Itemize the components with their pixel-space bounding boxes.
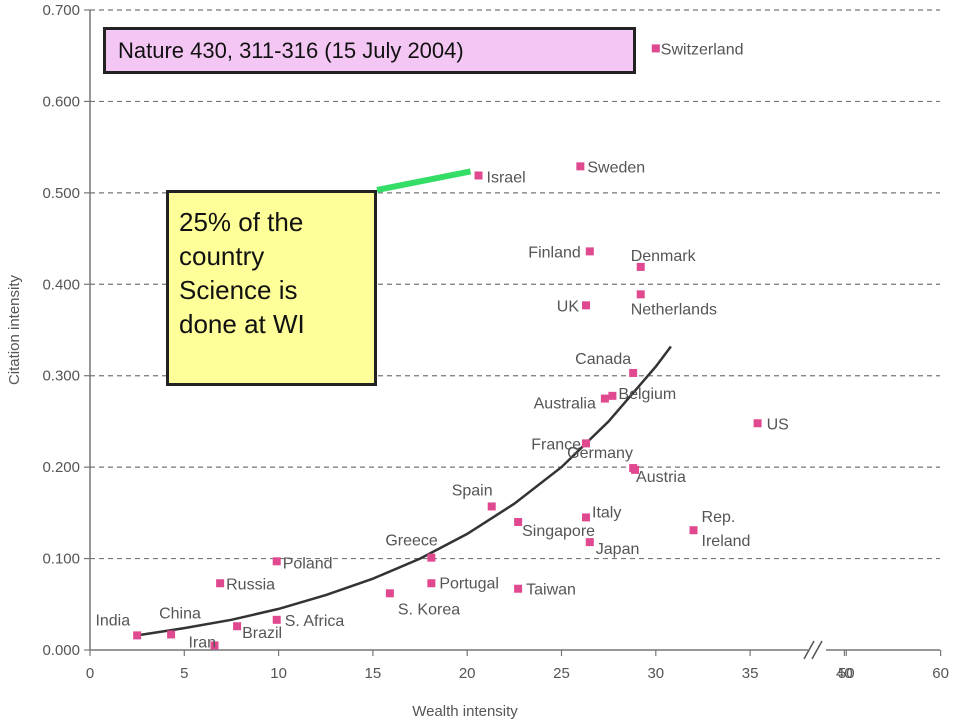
point-rep-ireland [689, 526, 698, 535]
citation-text: Nature 430, 311-316 (15 July 2004) [118, 38, 464, 63]
x-tick-label-10: 60 [932, 665, 949, 682]
point-italy [582, 513, 591, 522]
x-tick-label-8: 40 [836, 665, 853, 682]
label-canada: Canada [575, 351, 631, 368]
label-russia: Russia [226, 576, 275, 593]
point-russia [216, 579, 225, 588]
x-tick-label-1: 5 [180, 665, 188, 682]
label-finland: Finland [528, 244, 580, 261]
label-switzerland: Switzerland [661, 41, 744, 58]
y-tick-label-4: 0.400 [42, 276, 80, 293]
label-spain: Spain [452, 482, 493, 499]
x-tick-label-2: 10 [270, 665, 287, 682]
label-s-africa: S. Africa [285, 613, 345, 630]
point-belgium [608, 391, 617, 400]
label-brazil: Brazil [242, 625, 282, 642]
point-denmark [636, 262, 645, 271]
label-india: India [95, 612, 130, 629]
label-netherlands: Netherlands [631, 301, 717, 318]
trend-curve [137, 345, 672, 637]
point-us [753, 419, 762, 428]
label-greece: Greece [385, 533, 438, 550]
x-tick-label-6: 30 [647, 665, 664, 682]
point-s-africa [272, 615, 281, 624]
point-france [582, 439, 591, 448]
point-israel [474, 171, 483, 180]
point-portugal [427, 579, 436, 588]
label-rep-ireland-line-1: Rep. [702, 509, 736, 526]
y-axis-title: Citation intensity [6, 274, 23, 385]
point-greece [427, 553, 436, 562]
y-tick-label-7: 0.700 [42, 2, 80, 19]
point-finland [585, 247, 594, 256]
label-rep-ireland-line-2: Ireland [702, 533, 751, 550]
x-axis-title: Wealth intensity [412, 703, 518, 720]
point-india [133, 631, 142, 640]
point-s-korea [385, 589, 394, 598]
y-tick-label-5: 0.500 [42, 185, 80, 202]
label-poland: Poland [283, 555, 333, 572]
trend-curve-layer [137, 345, 672, 637]
label-s-korea: S. Korea [398, 601, 460, 618]
x-tick-label-9: 50 [838, 665, 855, 682]
label-uk: UK [557, 298, 580, 315]
y-tick-label-1: 0.100 [42, 551, 80, 568]
axis-break-mark-1 [803, 640, 815, 660]
label-france: France [531, 436, 581, 453]
x-tick-label-4: 20 [459, 665, 476, 682]
label-sweden: Sweden [587, 159, 645, 176]
label-denmark: Denmark [631, 248, 697, 265]
point-netherlands [636, 290, 645, 299]
x-tick-label-7: 35 [742, 665, 759, 682]
y-tick-label-6: 0.600 [42, 93, 80, 110]
label-japan: Japan [596, 541, 640, 558]
point-australia [600, 394, 609, 403]
y-tick-label-2: 0.200 [42, 459, 80, 476]
point-brazil [233, 622, 242, 631]
point-japan [585, 538, 594, 547]
point-sweden [576, 162, 585, 171]
note-line-1: 25% of the [179, 207, 304, 237]
data-points [133, 44, 762, 650]
point-taiwan [514, 584, 523, 593]
label-us: US [767, 416, 789, 433]
annotation-layer [376, 168, 472, 193]
gridlines [90, 9, 940, 560]
x-tick-label-0: 0 [86, 665, 94, 682]
point-china [167, 630, 176, 639]
label-china: China [159, 605, 201, 622]
label-australia: Australia [534, 396, 596, 413]
x-tick-label-5: 25 [553, 665, 570, 682]
label-taiwan: Taiwan [526, 582, 576, 599]
point-singapore [514, 518, 523, 526]
label-portugal: Portugal [439, 575, 499, 592]
point-iran [210, 641, 219, 650]
note-line-4: done at WI [179, 309, 305, 339]
point-canada [629, 368, 638, 377]
point-labels: India China Iran Russia Brazil Poland S. Afric… [95, 41, 789, 651]
note-box: 25% of the country Science is done at WI [166, 190, 377, 386]
pointer-line [376, 168, 472, 193]
y-tick-label-3: 0.300 [42, 368, 80, 385]
label-singapore: Singapore [522, 523, 595, 540]
label-iran: Iran [188, 634, 216, 651]
citation-box: Nature 430, 311-316 (15 July 2004) [103, 27, 636, 74]
label-italy: Italy [592, 504, 621, 521]
point-spain [487, 502, 496, 511]
axes: 0.000 0.100 0.200 0.300 0.400 0.500 0.600 0.700… [6, 2, 949, 720]
point-austria [631, 465, 640, 474]
point-switzerland [651, 44, 660, 53]
label-belgium: Belgium [618, 386, 676, 403]
label-austria: Austria [636, 469, 686, 486]
y-tick-label-0: 0.000 [42, 642, 80, 659]
point-poland [272, 557, 281, 566]
point-uk [582, 301, 591, 310]
label-israel: Israel [487, 169, 526, 186]
x-tick-label-3: 15 [365, 665, 382, 682]
note-line-3: Science is [179, 275, 298, 305]
label-germany: Germany [567, 445, 633, 462]
note-line-2: country [179, 241, 265, 271]
axis-break-mark-2 [811, 640, 823, 660]
